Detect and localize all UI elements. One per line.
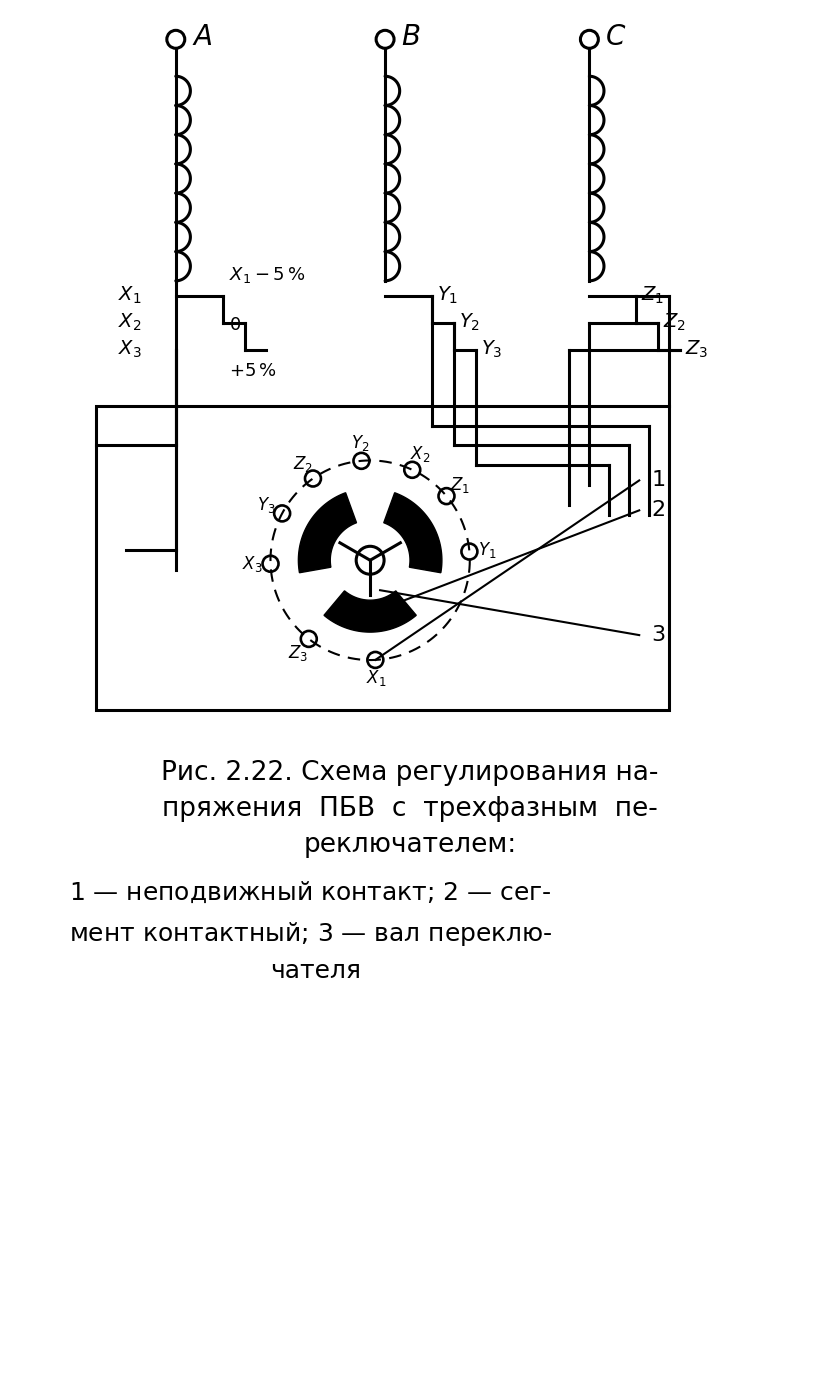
Polygon shape <box>324 591 416 632</box>
Text: мент контактный; $\mathit{3}$ — вал переклю-: мент контактный; $\mathit{3}$ — вал пере… <box>69 920 552 947</box>
Circle shape <box>301 631 316 646</box>
Text: Рис. 2.22. Схема регулирования на-
пряжения  ПБВ  с  трехфазным  пе-
реключателе: Рис. 2.22. Схема регулирования на- пряже… <box>161 760 658 858</box>
Text: $\it{C}$: $\it{C}$ <box>604 23 626 51</box>
Text: $\it{A}$: $\it{A}$ <box>192 23 212 51</box>
Bar <box>96 406 668 710</box>
Circle shape <box>353 452 369 469</box>
Text: $Z_3$: $Z_3$ <box>684 340 708 360</box>
Text: $Z_2$: $Z_2$ <box>663 312 686 333</box>
Polygon shape <box>298 492 356 573</box>
Text: $X_3$: $X_3$ <box>118 340 142 360</box>
Text: $Y_3$: $Y_3$ <box>256 495 275 516</box>
Text: $X_1$: $X_1$ <box>118 285 142 307</box>
Text: $Z_1$: $Z_1$ <box>450 474 470 495</box>
Text: $Z_2$: $Z_2$ <box>292 454 312 474</box>
Text: $\mathit{1}$: $\mathit{1}$ <box>650 470 664 491</box>
Text: $\mathit{3}$: $\mathit{3}$ <box>650 626 665 645</box>
Text: $+5\,\%$: $+5\,\%$ <box>229 362 276 380</box>
Text: $X_2$: $X_2$ <box>118 312 141 333</box>
Text: $Y_1$: $Y_1$ <box>437 285 458 307</box>
Text: $X_1$: $X_1$ <box>365 668 386 688</box>
Circle shape <box>404 462 419 477</box>
Text: $Y_2$: $Y_2$ <box>351 433 369 452</box>
Circle shape <box>355 546 383 575</box>
Circle shape <box>461 543 477 560</box>
Text: чателя: чателя <box>270 960 361 983</box>
Text: $Y_2$: $Y_2$ <box>459 312 479 333</box>
Circle shape <box>262 556 278 572</box>
Text: $Z_3$: $Z_3$ <box>287 644 307 663</box>
Text: $\mathit{2}$: $\mathit{2}$ <box>650 500 664 520</box>
Circle shape <box>305 470 320 487</box>
Text: $\it{B}$: $\it{B}$ <box>400 23 420 51</box>
Circle shape <box>274 506 290 521</box>
Text: $X_1 - 5\,\%$: $X_1 - 5\,\%$ <box>229 265 305 285</box>
Text: $X_2$: $X_2$ <box>410 444 429 463</box>
Circle shape <box>438 488 454 505</box>
Circle shape <box>367 652 382 668</box>
Text: $0$: $0$ <box>229 316 241 334</box>
Text: $Y_1$: $Y_1$ <box>477 540 496 560</box>
Text: $\mathit{1}$ — неподвижный контакт; $\mathit{2}$ — сег-: $\mathit{1}$ — неподвижный контакт; $\ma… <box>69 880 551 905</box>
Polygon shape <box>383 492 441 573</box>
Text: $Y_3$: $Y_3$ <box>480 340 501 360</box>
Text: $X_3$: $X_3$ <box>242 554 263 575</box>
Text: $Z_1$: $Z_1$ <box>640 285 663 307</box>
